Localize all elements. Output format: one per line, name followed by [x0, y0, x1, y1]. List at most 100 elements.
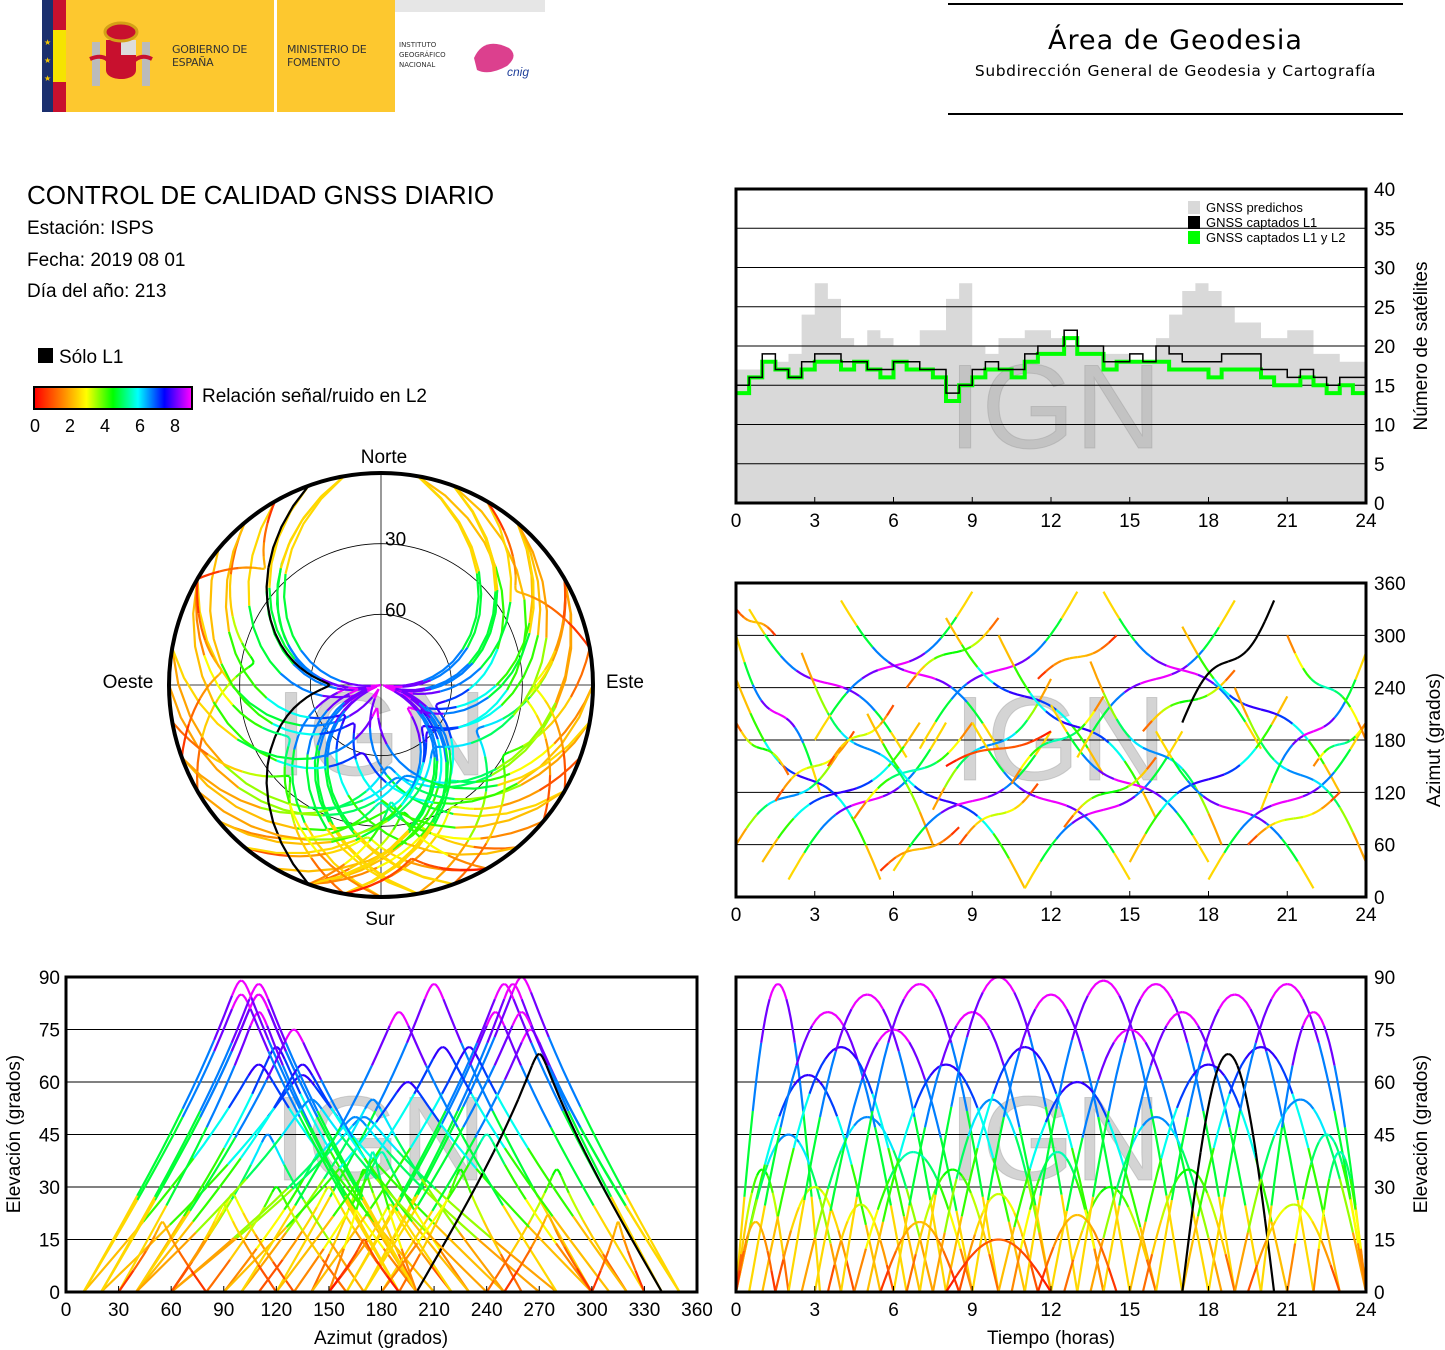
elevation-time-track-segment	[1194, 1188, 1210, 1239]
azimuth-time-track-segment	[1108, 634, 1118, 644]
legend-swatch	[1188, 201, 1200, 214]
elevation-azimuth-track-segment	[518, 1246, 533, 1269]
skyplot-track-segment	[349, 838, 363, 848]
elevation-time-track-segment	[740, 1219, 748, 1255]
elevation-azimuth-track-segment	[385, 1149, 425, 1190]
azimuth-time-track-segment	[966, 701, 984, 725]
elevation-time-track-segment	[1260, 1045, 1278, 1060]
x-tick-label: 12	[1040, 905, 1061, 926]
elevation-time-track-segment	[1055, 1093, 1074, 1149]
elevation-azimuth-track-segment	[234, 1079, 268, 1139]
skyplot-track-segment	[268, 587, 296, 660]
azimuth-time-track-segment	[850, 815, 867, 846]
elevation-time-track-segment	[1234, 993, 1252, 1010]
skyplot-track-segment	[536, 669, 546, 681]
azimuth-time-track-segment	[1050, 800, 1068, 807]
elevation-azimuth-track-segment	[374, 1124, 398, 1152]
elevation-time-track-segment	[1270, 982, 1288, 1000]
elevation-time-track-segment	[1293, 1203, 1304, 1210]
elevation-time-track-segment	[1207, 1196, 1226, 1293]
elevation-time-track-segment	[1270, 1127, 1284, 1206]
azimuth-time-track-segment	[1281, 744, 1294, 762]
elevation-azimuth-track-segment	[265, 1041, 286, 1081]
ministerio-block: MINISTERIO DE FOMENTO	[277, 0, 395, 112]
elevation-time-track-segment	[763, 1116, 781, 1165]
elevation-time-track-segment	[1317, 1209, 1326, 1249]
skyplot-track-segment	[282, 573, 302, 651]
azimuth-time-track-segment	[763, 633, 782, 657]
azimuth-time-track-segment	[961, 645, 972, 652]
elevation-time-track-segment	[1170, 1116, 1189, 1201]
skyplot-track-segment	[569, 647, 591, 698]
elevation-time-track-segment	[1107, 1267, 1118, 1293]
elevation-azimuth-track-segment	[491, 1141, 506, 1166]
elevation-azimuth-track-segment	[375, 1091, 398, 1123]
elevation-azimuth-track-segment	[485, 1011, 496, 1027]
azimuth-time-track-segment	[998, 664, 1015, 672]
elevation-azimuth-track-segment	[425, 1065, 459, 1128]
x-tick-label: 0	[61, 1300, 72, 1321]
azimuth-time-track-segment	[1199, 671, 1211, 685]
elevation-time-track-segment	[1259, 1135, 1276, 1180]
elevation-time-track-segment	[965, 1110, 984, 1197]
azimuth-time-track-segment	[1034, 730, 1052, 756]
azimuth-time-track-segment	[1233, 687, 1249, 718]
azimuth-time-track-segment	[782, 765, 790, 776]
azimuth-time-track-segment	[787, 852, 806, 881]
elevation-azimuth-track-segment	[503, 1147, 554, 1217]
elevation-azimuth-track-segment	[567, 1110, 613, 1198]
elevation-time-track-segment	[1181, 1150, 1197, 1190]
azimuth-time-track-segment	[1186, 779, 1204, 798]
azimuth-time-track-segment	[1003, 732, 1017, 742]
elevation-time-track-segment	[881, 1158, 900, 1222]
elevation-time-track-segment	[923, 1065, 942, 1128]
colorbar-tick: 2	[64, 416, 75, 436]
azimuth-time-track-segment	[1234, 808, 1251, 816]
skyplot-track-segment	[322, 694, 351, 699]
x-tick-label: 12	[1040, 511, 1061, 532]
azimuth-time-track-segment	[1197, 654, 1215, 680]
skyplot-track-segment	[352, 723, 356, 734]
elevation-time-track-segment	[750, 1175, 759, 1194]
elevation-azimuth-track-segment	[462, 1175, 472, 1194]
elevation-azimuth-track-segment	[355, 1178, 367, 1211]
azimuth-time-track-segment	[966, 673, 984, 685]
y-tick-label: 15	[39, 1231, 60, 1252]
elevation-azimuth-track-segment	[330, 1107, 366, 1159]
azimuth-time-track-segment	[1209, 664, 1220, 673]
azimuth-time-track-segment	[768, 708, 779, 715]
azimuth-time-track-segment	[772, 752, 779, 760]
elevation-azimuth-track-segment	[423, 982, 435, 1000]
elevation-azimuth-track-segment	[268, 1075, 290, 1109]
skyplot-track-segment	[538, 660, 554, 683]
elevation-time-track-segment	[1070, 995, 1089, 1041]
azimuth-time-track-segment	[1197, 673, 1215, 685]
skyplot-track-segment	[241, 770, 269, 778]
azimuth-time-track-segment	[1202, 626, 1220, 651]
skyplot-track-segment	[344, 690, 369, 712]
elevation-azimuth-track-segment	[82, 1199, 139, 1293]
azimuth-time-track-segment	[779, 654, 798, 672]
azimuth-time-track-segment	[1144, 809, 1163, 835]
elevation-azimuth-track-segment	[503, 1041, 523, 1081]
skyplot-track-segment	[171, 721, 209, 756]
elevation-azimuth-track-segment	[493, 982, 505, 1000]
azimuth-time-track-segment	[837, 742, 848, 754]
elevation-azimuth-track-segment	[248, 993, 260, 1010]
elevation-time-track-segment	[1038, 1232, 1053, 1293]
elevation-time-track-segment	[1128, 1221, 1147, 1293]
azimuth-time-track-segment	[908, 652, 926, 663]
elevation-time-track-segment	[1018, 1127, 1037, 1206]
elevation-time-track-segment	[746, 1224, 753, 1236]
elevation-azimuth-track-segment	[298, 1108, 347, 1197]
elevation-time-track-segment	[1263, 1218, 1276, 1293]
y-tick-label: 180	[1374, 731, 1406, 752]
elevation-time-track-segment	[1008, 1241, 1021, 1251]
azimuth-time-track-segment	[933, 653, 944, 660]
elevation-time-track-segment	[839, 1220, 849, 1241]
azimuth-time-track-segment	[871, 765, 890, 782]
elevation-time-track-segment	[1197, 1174, 1209, 1194]
azimuth-time-track-segment	[1190, 683, 1202, 703]
azimuth-time-track-segment	[1149, 757, 1168, 782]
azimuth-time-track-segment	[734, 678, 752, 714]
